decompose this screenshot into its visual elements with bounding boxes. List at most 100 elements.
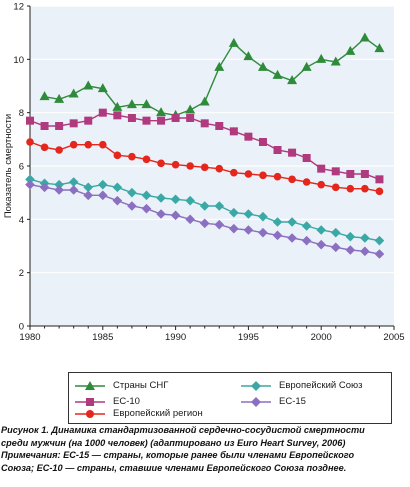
data-point <box>112 195 123 206</box>
data-point <box>26 116 34 125</box>
data-point <box>346 184 355 193</box>
data-point <box>126 99 137 109</box>
data-point <box>127 187 137 198</box>
y-tick-label: 2 <box>19 268 24 279</box>
x-tick-label: 2005 <box>383 332 404 343</box>
y-tick-label: 10 <box>13 55 24 66</box>
y-tick-label: 4 <box>19 215 24 226</box>
data-point <box>156 209 166 219</box>
data-point <box>83 80 94 90</box>
data-point <box>171 114 180 122</box>
data-point <box>83 182 94 193</box>
data-point <box>214 201 225 211</box>
data-point <box>243 225 254 235</box>
data-point <box>345 231 356 242</box>
data-point <box>68 177 79 187</box>
data-point <box>330 242 341 253</box>
x-tick-label: 1995 <box>238 332 259 343</box>
data-point <box>258 138 267 146</box>
y-tick-label: 6 <box>19 162 24 173</box>
legend-item-cis: Страны СНГ <box>75 379 168 392</box>
caption-line: Примечания: ЕС-15 — страны, которые ране… <box>1 450 355 461</box>
data-point <box>243 209 254 219</box>
data-point <box>273 146 282 154</box>
y-tick-label: 8 <box>19 108 24 119</box>
data-point <box>287 233 297 243</box>
legend-marker-square-icon <box>75 397 105 406</box>
data-point <box>331 167 340 176</box>
legend-item-european-region: Европейский регион <box>75 407 203 420</box>
data-point <box>316 239 326 250</box>
legend-label: Европейский регион <box>113 408 203 419</box>
data-point <box>112 101 123 111</box>
caption-line: Союза; ЕС-10 — страны, ставшие членами Е… <box>1 462 347 473</box>
data-point <box>113 111 122 120</box>
data-point <box>128 152 136 161</box>
figure-caption: Рисунок 1. Динамика стандартизованной се… <box>1 424 409 474</box>
data-point <box>375 175 384 184</box>
data-point <box>186 162 194 170</box>
legend-label: Европейский Союз <box>279 380 363 391</box>
data-point <box>142 155 151 164</box>
legend-marker-triangle-icon <box>75 380 105 390</box>
data-point <box>141 99 152 109</box>
data-point <box>302 154 311 162</box>
data-point <box>346 170 355 178</box>
x-tick-label: 1980 <box>19 332 40 343</box>
data-point <box>127 201 137 211</box>
data-point <box>272 217 283 227</box>
data-point <box>301 221 312 231</box>
data-point <box>374 249 385 259</box>
data-point <box>99 140 107 149</box>
data-point <box>113 151 122 160</box>
series-4 <box>25 179 385 259</box>
data-point <box>230 168 238 177</box>
caption-line: среди мужчин (на 1000 человек) (адаптиро… <box>1 437 346 448</box>
data-point <box>345 245 356 255</box>
data-point <box>360 170 369 178</box>
data-point <box>272 230 283 241</box>
data-point <box>84 140 93 149</box>
data-point <box>360 233 370 243</box>
legend-marker-diamond-icon <box>241 380 271 391</box>
data-point <box>26 138 34 146</box>
data-point <box>68 185 79 195</box>
series-2 <box>26 138 384 196</box>
legend-marker-circle-icon <box>75 409 105 418</box>
y-tick-label: 12 <box>13 2 24 13</box>
data-point <box>229 207 239 218</box>
data-point <box>171 160 180 169</box>
data-point <box>39 91 50 101</box>
series-layer <box>25 32 385 259</box>
data-point <box>243 51 254 61</box>
data-point <box>156 107 167 117</box>
data-point <box>185 214 195 225</box>
data-point <box>97 83 108 93</box>
data-point <box>83 190 94 201</box>
data-point <box>54 179 64 190</box>
data-point <box>127 114 136 122</box>
data-point <box>288 175 296 184</box>
data-point <box>157 159 165 168</box>
legend-item-eu10: ЕС-10 <box>75 395 140 408</box>
data-point <box>69 119 78 128</box>
data-point <box>273 172 282 181</box>
data-point <box>214 61 225 71</box>
y-axis-label: Показатель смертности <box>3 114 14 218</box>
data-point <box>301 61 312 71</box>
x-tick-label: 1985 <box>92 332 113 343</box>
data-point <box>25 179 35 190</box>
data-point <box>345 45 356 55</box>
x-tick-label: 1990 <box>165 332 186 343</box>
data-point <box>40 122 49 130</box>
data-point <box>244 132 253 141</box>
y-tick-label: 0 <box>19 322 24 333</box>
data-point <box>288 148 297 157</box>
data-point <box>69 140 78 149</box>
data-point <box>374 235 385 246</box>
axes: 0 2 4 6 8 10 12 1980 1985 1990 1995 2000 2005 <box>13 2 404 344</box>
data-point <box>228 37 239 47</box>
data-point <box>331 183 340 192</box>
data-point <box>98 190 108 201</box>
